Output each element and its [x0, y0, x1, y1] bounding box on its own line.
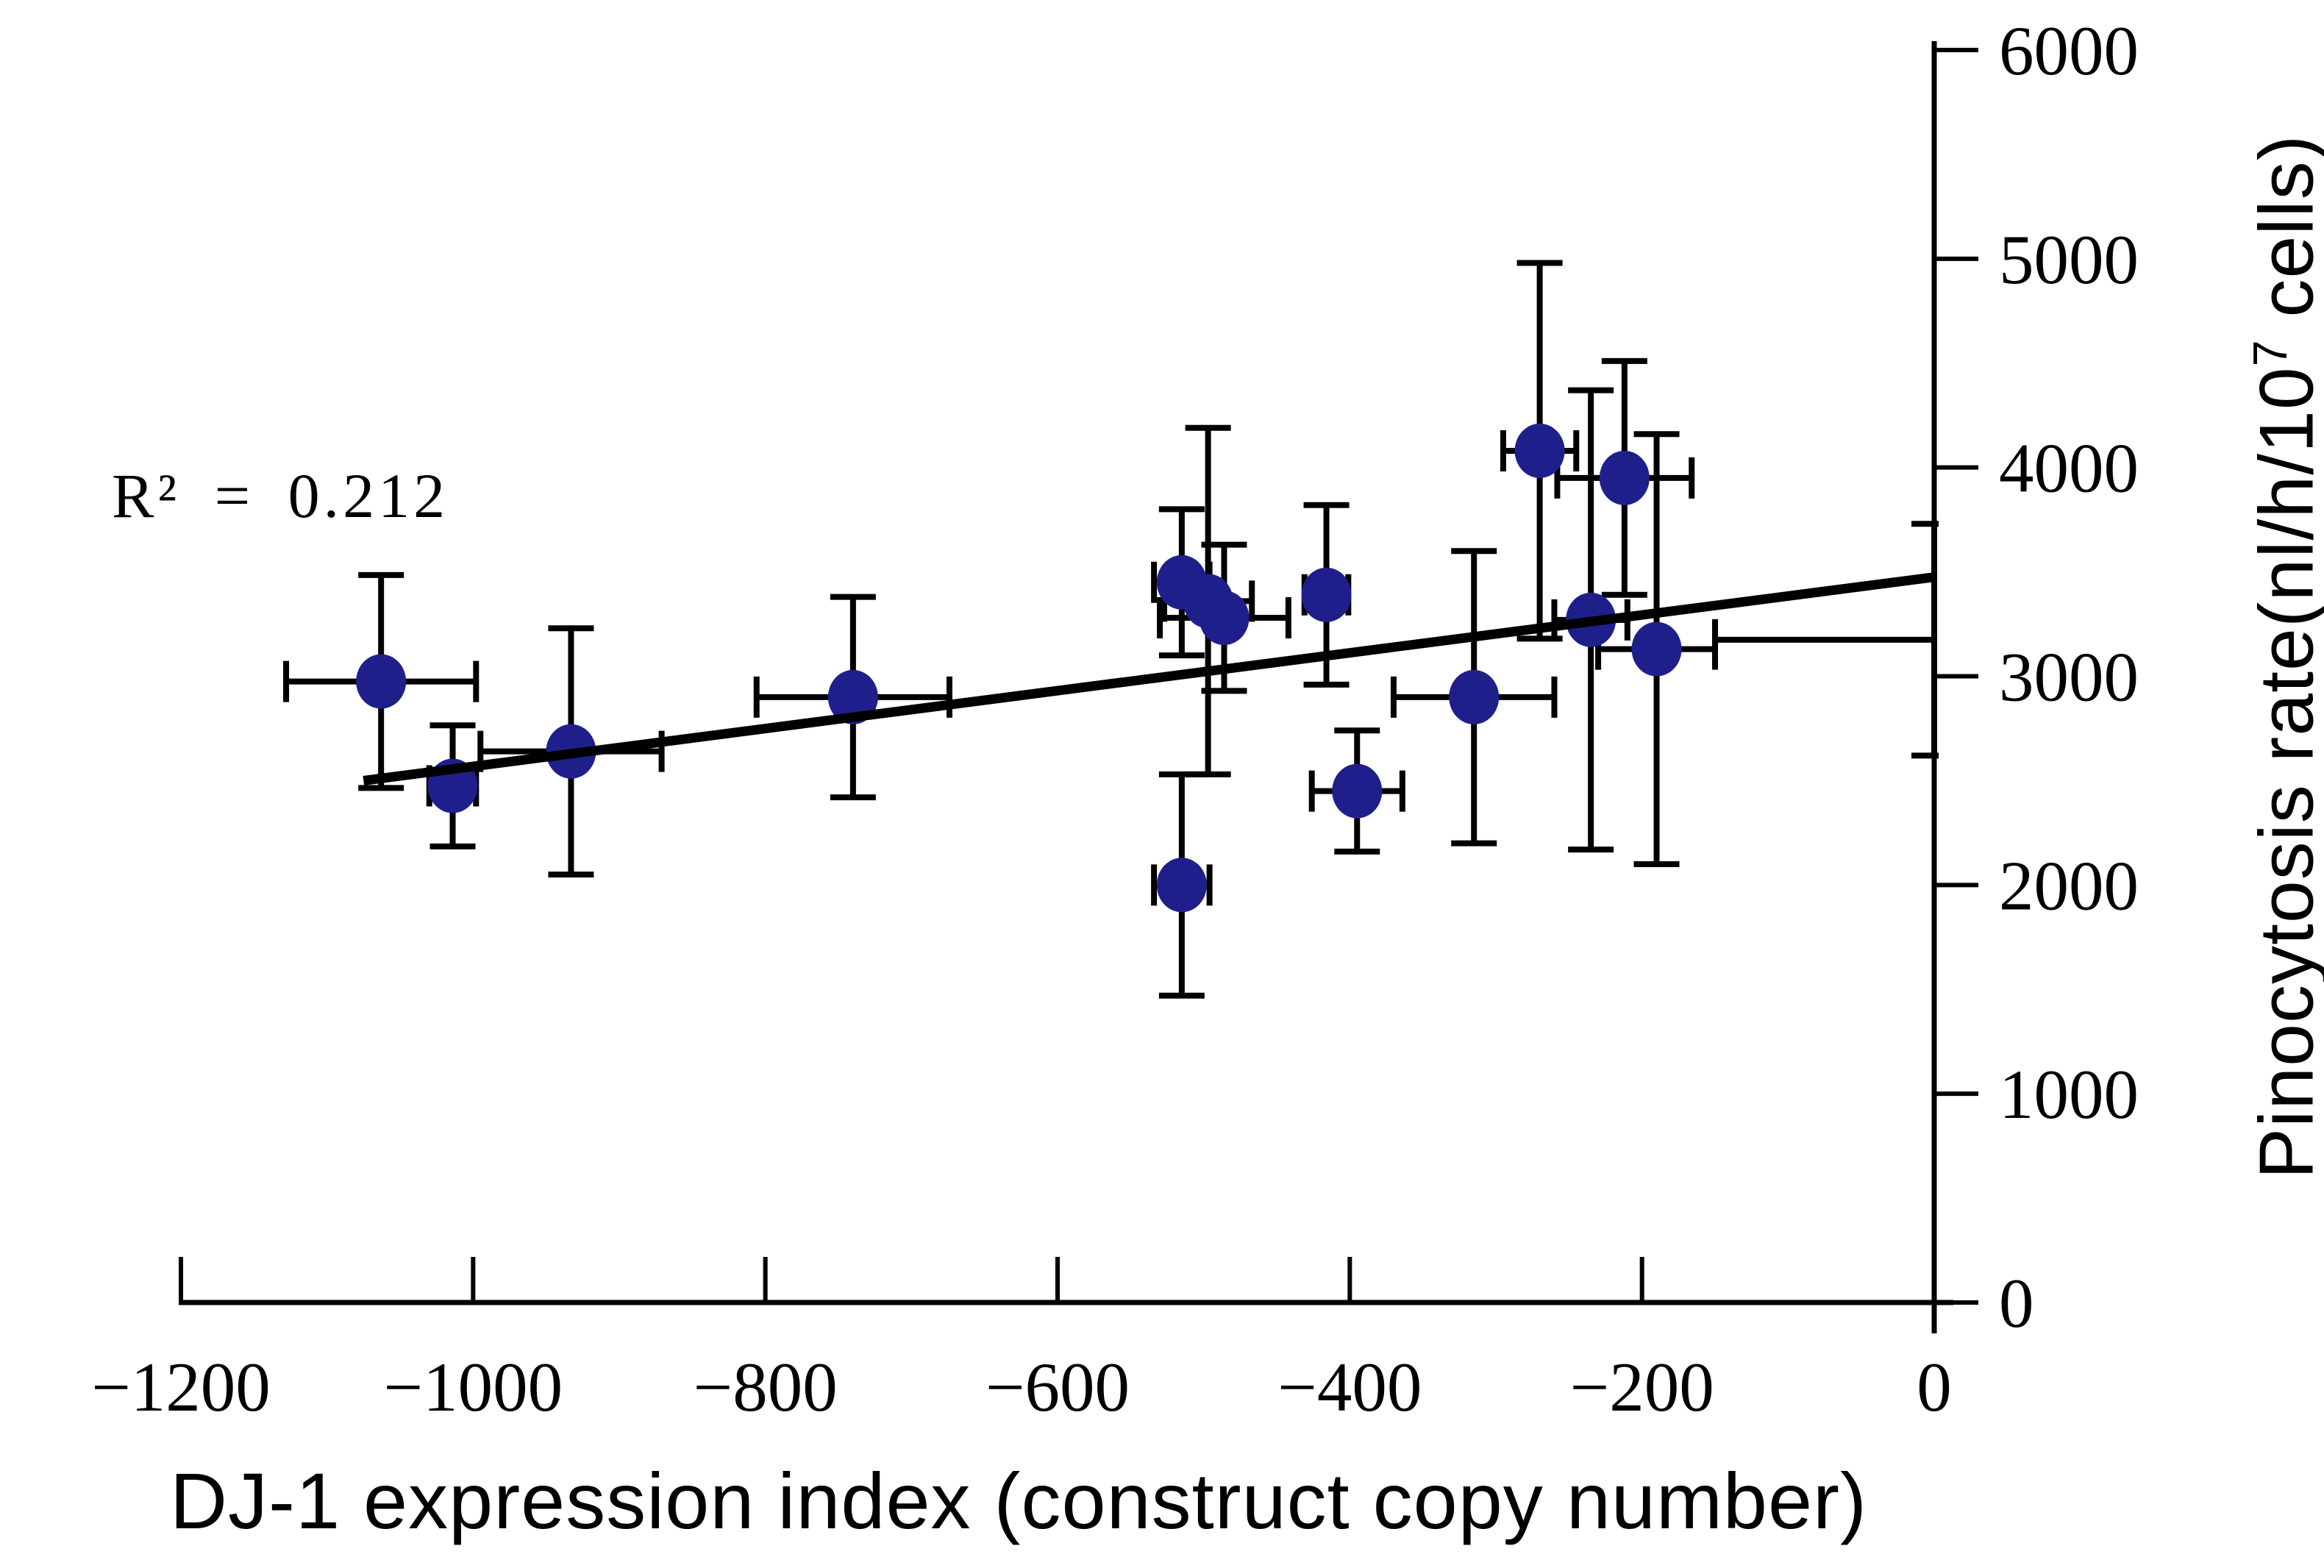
y-tick-label: 6000 — [1999, 12, 2139, 90]
x-tick-label: 0 — [1917, 1348, 1952, 1426]
data-point — [1632, 622, 1682, 677]
data-point — [1515, 424, 1565, 478]
data-point — [1199, 591, 1249, 645]
data-point — [1157, 858, 1207, 912]
scatter-chart-canvas: −1200 −1000 −800 −600 −400 −200 00 1000 2000 3000… — [29, 12, 2324, 1568]
x-tick-label: −600 — [985, 1348, 1130, 1426]
y-axis-title: Pinocytosis rate(nl/h/107 cells) — [2244, 135, 2324, 1179]
data-point — [1332, 764, 1382, 819]
y-tick-label: 3000 — [1999, 638, 2139, 716]
y-tick-label: 4000 — [1999, 430, 2139, 507]
data-point — [356, 655, 406, 709]
r-squared-annotation: R² = 0.212 — [112, 459, 449, 532]
x-tick-label: −1000 — [384, 1348, 563, 1426]
trend-line — [363, 577, 1934, 781]
y-axis-title-superscript: 7 — [2244, 339, 2297, 366]
y-tick-label: 5000 — [1999, 221, 2139, 299]
x-tick-label: −800 — [694, 1348, 838, 1426]
y-tick-label: 0 — [1999, 1264, 2034, 1342]
x-tick-label: −1200 — [91, 1348, 271, 1426]
x-tick-label: −400 — [1277, 1348, 1422, 1426]
data-point — [1600, 451, 1650, 505]
x-axis-title: DJ-1 expression index (construct copy nu… — [154, 1455, 1883, 1547]
data-point — [1302, 568, 1352, 622]
y-axis-title-text: Pinocytosis rate(nl/h/10 — [2245, 366, 2324, 1179]
y-tick-label: 1000 — [1999, 1055, 2139, 1133]
y-axis-title-suffix: cells) — [2245, 135, 2324, 340]
y-tick-label: 2000 — [1999, 847, 2139, 924]
data-point — [1449, 670, 1499, 724]
x-tick-label: −200 — [1570, 1348, 1714, 1426]
